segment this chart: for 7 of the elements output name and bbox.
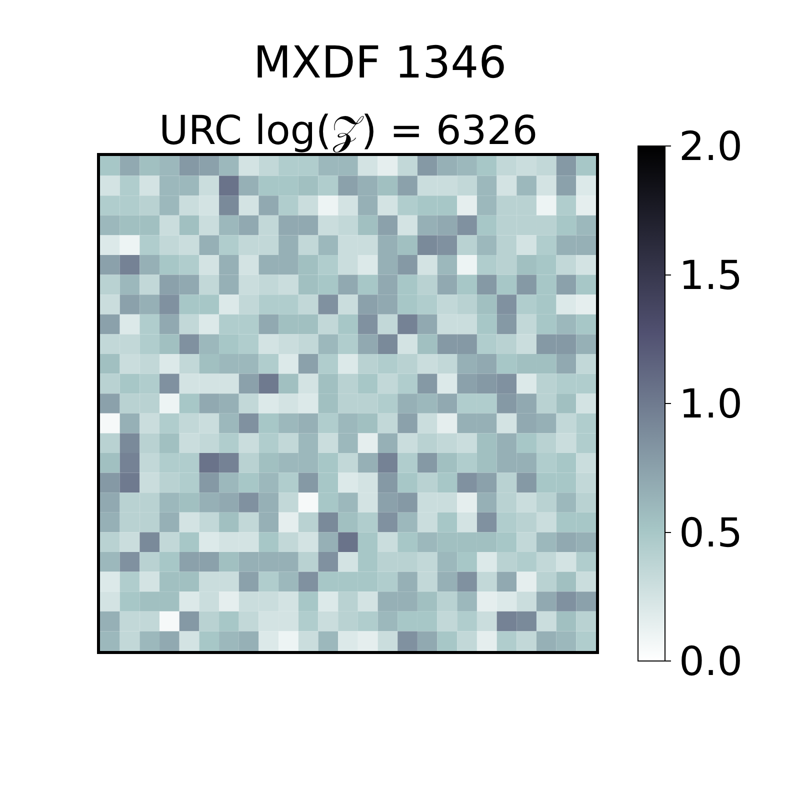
color-bar-label: 1.5 <box>679 252 743 299</box>
color-bar-label: 2.0 <box>679 124 743 170</box>
color-bar-label: 1.0 <box>679 382 743 428</box>
color-bar-label: 0.5 <box>679 510 743 556</box>
chart-subtitle: URC log(𝒵) = 6326 <box>159 108 538 154</box>
chart-title: MXDF 1346 <box>253 37 507 88</box>
color-bar-label: 0.0 <box>679 639 743 685</box>
